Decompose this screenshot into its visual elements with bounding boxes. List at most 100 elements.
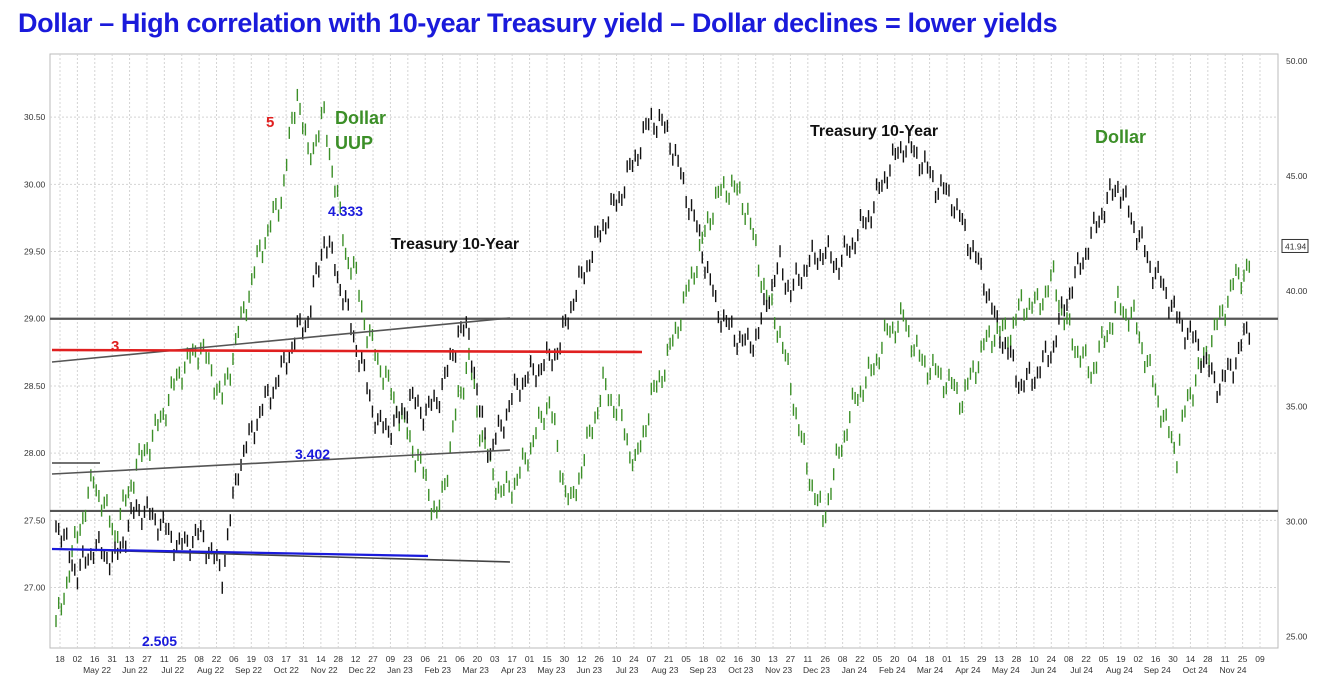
right-tick-label: 35.00	[1286, 401, 1308, 411]
x-tick-label: 03	[490, 654, 500, 664]
plot-frame	[49, 53, 1279, 649]
x-tick-label: 28	[1012, 654, 1022, 664]
annotation-label: 2.505	[142, 633, 177, 649]
month-label: Sep 24	[1144, 665, 1171, 675]
x-tick-label: 14	[316, 654, 326, 664]
x-tick-label: 08	[1064, 654, 1074, 664]
x-tick-label: 16	[1151, 654, 1161, 664]
annotation-label: 4.333	[328, 203, 363, 219]
x-tick-label: 22	[1081, 654, 1091, 664]
x-tick-label: 05	[873, 654, 883, 664]
blue-support-line	[51, 547, 429, 558]
annotation-label: 5	[266, 114, 274, 131]
left-tick-label: 27.00	[24, 583, 46, 593]
left-tick-label: 29.00	[24, 314, 46, 324]
month-label: May 22	[83, 665, 111, 675]
month-label: Jul 24	[1070, 665, 1093, 675]
x-tick-label: 05	[1099, 654, 1109, 664]
x-tick-label: 15	[542, 654, 552, 664]
x-tick-label: 12	[351, 654, 361, 664]
x-tick-label: 27	[142, 654, 152, 664]
horizontal-levels	[50, 317, 1278, 513]
month-label: Jan 24	[842, 665, 868, 675]
annotation-label: Dollar	[335, 108, 386, 128]
x-tick-label: 16	[90, 654, 100, 664]
x-tick-label: 13	[994, 654, 1004, 664]
month-label: Aug 23	[652, 665, 679, 675]
month-label: Dec 22	[349, 665, 376, 675]
x-tick-label: 28	[334, 654, 344, 664]
x-tick-label: 11	[803, 654, 812, 664]
x-tick-label: 20	[890, 654, 900, 664]
x-tick-label: 24	[1047, 654, 1057, 664]
month-label: May 23	[537, 665, 565, 675]
x-tick-label: 18	[925, 654, 935, 664]
price-tag-box	[1281, 238, 1309, 253]
left-tick-label: 30.50	[24, 112, 46, 122]
right-tick-label: 45.00	[1286, 171, 1308, 181]
month-label: Mar 23	[462, 665, 489, 675]
x-tick-label: 26	[594, 654, 604, 664]
left-tick-label: 28.00	[24, 448, 46, 458]
right-tick-label: 40.00	[1286, 286, 1308, 296]
x-tick-label: 19	[247, 654, 257, 664]
x-tick-label: 25	[177, 654, 187, 664]
price-tag-label: 41.94	[1285, 241, 1307, 251]
x-tick-label: 18	[55, 654, 65, 664]
month-label: Nov 24	[1220, 665, 1247, 675]
x-tick-label: 28	[1203, 654, 1213, 664]
x-tick-label: 22	[855, 654, 865, 664]
x-tick-label: 12	[577, 654, 587, 664]
month-label: Jun 22	[122, 665, 148, 675]
month-label: Jun 24	[1031, 665, 1057, 675]
x-tick-label: 13	[768, 654, 778, 664]
x-tick-label: 02	[716, 654, 726, 664]
month-label: Aug 24	[1106, 665, 1133, 675]
month-label: Feb 23	[425, 665, 452, 675]
red-support-line	[51, 348, 643, 354]
x-tick-label: 26	[820, 654, 830, 664]
right-tick-label: 50.00	[1286, 56, 1308, 66]
upper-trendline	[51, 317, 511, 363]
x-tick-label: 20	[473, 654, 483, 664]
month-label: Nov 23	[765, 665, 792, 675]
x-tick-label: 07	[647, 654, 657, 664]
x-tick-label: 04	[907, 654, 917, 664]
x-tick-label: 06	[420, 654, 430, 664]
x-tick-label: 01	[942, 654, 952, 664]
x-tick-label: 08	[194, 654, 204, 664]
x-tick-label: 31	[299, 654, 309, 664]
month-label: Apr 24	[955, 665, 980, 675]
x-tick-label: 30	[751, 654, 761, 664]
annotation-label: Treasury 10-Year	[810, 123, 938, 140]
month-label: Oct 24	[1183, 665, 1208, 675]
month-label: Dec 23	[803, 665, 830, 675]
annotation-label: Dollar	[1095, 127, 1146, 147]
x-tick-label: 05	[681, 654, 691, 664]
x-tick-label: 30	[1168, 654, 1178, 664]
x-tick-label: 30	[560, 654, 570, 664]
left-tick-label: 30.00	[24, 179, 46, 189]
left-tick-label: 29.50	[24, 247, 46, 257]
x-axis: 18 02 16 31 13 27 11 25 08 22 06 19 03 17 31 14 28 12 27 09…	[55, 654, 1265, 675]
x-tick-label: 11	[1221, 654, 1230, 664]
x-tick-label: 21	[664, 654, 674, 664]
trendlines	[51, 317, 643, 563]
x-tick-label: 18	[699, 654, 709, 664]
x-tick-label: 21	[438, 654, 448, 664]
month-label: Oct 23	[728, 665, 753, 675]
month-label: Jul 23	[616, 665, 639, 675]
chart-title: Dollar – High correlation with 10-year T…	[18, 8, 1058, 38]
x-tick-label: 16	[734, 654, 744, 664]
month-label: Oct 22	[274, 665, 299, 675]
left-axis: 27.00 27.50 28.00 28.50 29.00 29.50 30.00 30.50	[24, 112, 46, 592]
annotation-label: UUP	[335, 133, 373, 153]
x-tick-label: 10	[1029, 654, 1039, 664]
x-tick-label: 17	[507, 654, 517, 664]
annotations: Dollar UUP 5 4.333 Treasury 10-Year 3 3.402 2.5…	[111, 108, 1146, 649]
x-tick-label: 06	[229, 654, 239, 664]
x-tick-label: 10	[612, 654, 622, 664]
x-tick-label: 25	[1238, 654, 1248, 664]
month-label: Sep 22	[235, 665, 262, 675]
right-axis: 25.00 30.00 35.00 40.00 45.00 50.00 41.94	[1281, 56, 1309, 641]
